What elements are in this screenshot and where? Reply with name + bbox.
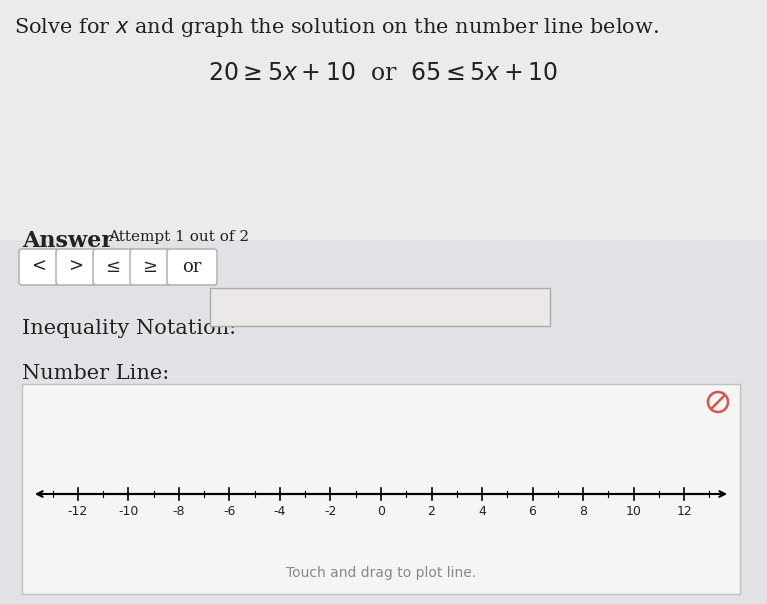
Text: -8: -8 xyxy=(173,505,185,518)
Text: $20 \geq 5x + 10$  or  $65 \leq 5x + 10$: $20 \geq 5x + 10$ or $65 \leq 5x + 10$ xyxy=(208,62,558,86)
Text: -4: -4 xyxy=(274,505,286,518)
Text: or: or xyxy=(183,258,202,276)
Text: -6: -6 xyxy=(223,505,235,518)
Bar xyxy=(210,288,550,326)
Text: -2: -2 xyxy=(324,505,337,518)
Text: Answer: Answer xyxy=(22,230,113,252)
Text: 2: 2 xyxy=(427,505,436,518)
Text: -12: -12 xyxy=(67,505,88,518)
Bar xyxy=(0,0,767,240)
Text: Solve for $x$ and graph the solution on the number line below.: Solve for $x$ and graph the solution on … xyxy=(14,16,659,39)
Text: 0: 0 xyxy=(377,505,385,518)
FancyBboxPatch shape xyxy=(167,249,217,285)
Text: 12: 12 xyxy=(676,505,692,518)
Bar xyxy=(0,240,767,604)
Text: 6: 6 xyxy=(528,505,536,518)
Bar xyxy=(22,384,740,594)
Text: ≥: ≥ xyxy=(143,258,157,276)
Text: 8: 8 xyxy=(579,505,587,518)
Text: Attempt 1 out of 2: Attempt 1 out of 2 xyxy=(108,230,249,244)
Text: Touch and drag to plot line.: Touch and drag to plot line. xyxy=(286,566,476,580)
Text: Inequality Notation:: Inequality Notation: xyxy=(22,319,236,338)
Text: ≤: ≤ xyxy=(105,258,120,276)
Text: >: > xyxy=(68,258,84,276)
FancyBboxPatch shape xyxy=(56,249,96,285)
Text: Number Line:: Number Line: xyxy=(22,364,170,383)
Text: <: < xyxy=(31,258,47,276)
FancyBboxPatch shape xyxy=(130,249,170,285)
Text: 4: 4 xyxy=(478,505,486,518)
FancyBboxPatch shape xyxy=(93,249,133,285)
FancyBboxPatch shape xyxy=(19,249,59,285)
Text: 10: 10 xyxy=(626,505,641,518)
Text: -10: -10 xyxy=(118,505,139,518)
